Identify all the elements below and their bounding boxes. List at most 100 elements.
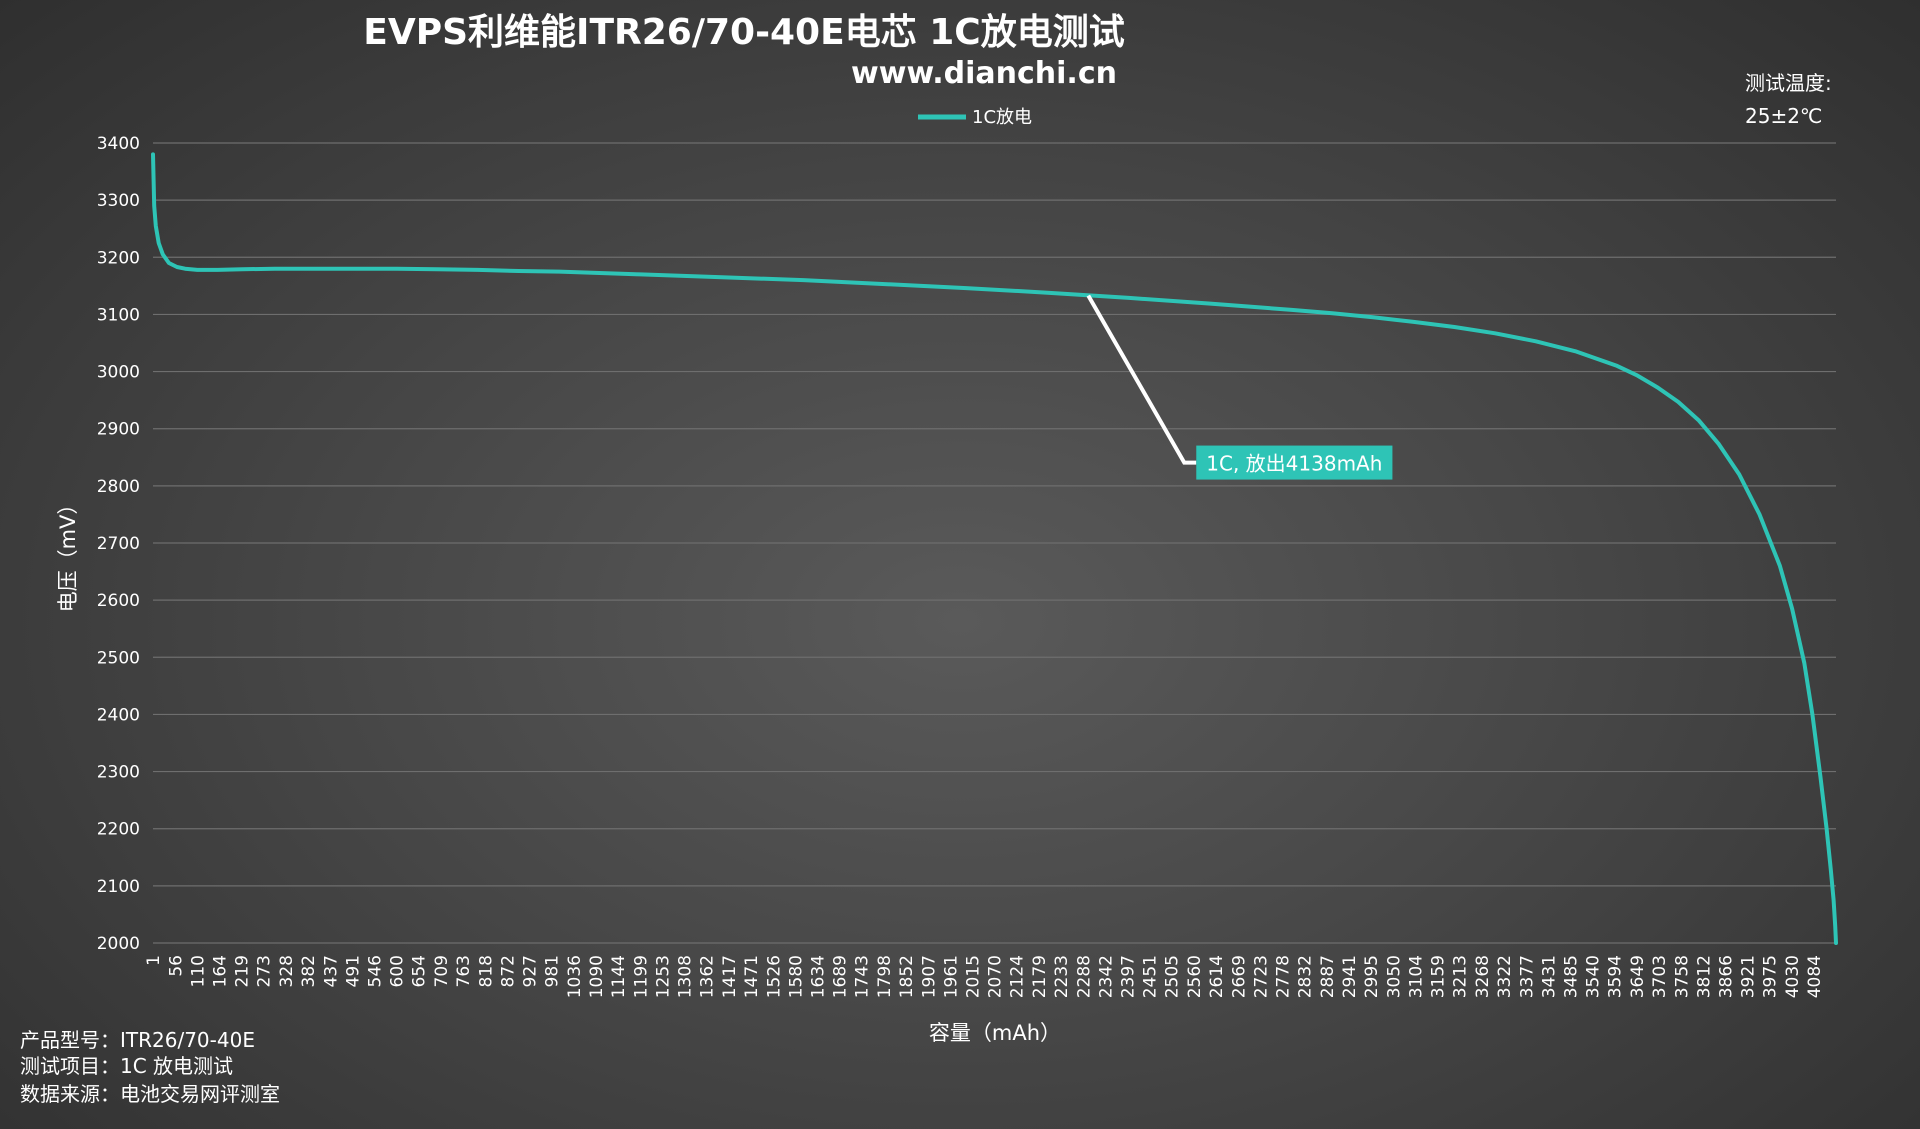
x-tick-label-34: 1852	[897, 955, 917, 998]
y-tick-label-2200: 2200	[97, 820, 140, 840]
y-tick-label-2400: 2400	[97, 705, 140, 725]
x-tick-label-52: 2832	[1296, 955, 1316, 998]
x-tick-label-59: 3213	[1451, 955, 1471, 998]
x-tick-label-11: 600	[388, 955, 408, 987]
x-tick-label-9: 491	[343, 955, 363, 987]
x-tick-label-20: 1090	[587, 955, 607, 998]
x-tick-label-1: 56	[166, 955, 186, 977]
x-tick-label-3: 164	[210, 955, 230, 987]
x-tick-label-69: 3758	[1672, 955, 1692, 998]
x-tick-label-45: 2451	[1141, 955, 1161, 998]
x-tick-label-62: 3377	[1517, 955, 1537, 998]
x-tick-label-56: 3050	[1384, 955, 1404, 998]
x-tick-label-22: 1199	[631, 955, 651, 998]
y-tick-label-2100: 2100	[97, 877, 140, 897]
x-tick-label-32: 1743	[853, 955, 873, 998]
annotation-label: 1C, 放出4138mAh	[1206, 452, 1382, 476]
x-tick-label-4: 219	[233, 955, 253, 987]
x-tick-label-72: 3921	[1739, 955, 1759, 998]
info-model: 产品型号：ITR26/70-40E	[20, 1028, 255, 1052]
x-tick-label-48: 2614	[1207, 955, 1227, 998]
legend: 1C放电	[918, 107, 1032, 128]
x-axis: 1 56 110 164 219 273 328 382 437 491 546 600 654 709 7…	[144, 955, 1825, 998]
x-tick-label-18: 981	[543, 955, 563, 987]
x-tick-label-15: 818	[476, 955, 496, 987]
y-tick-label-3200: 3200	[97, 248, 140, 268]
x-tick-label-63: 3431	[1539, 955, 1559, 998]
x-tick-label-7: 382	[299, 955, 319, 987]
x-tick-label-12: 654	[410, 955, 430, 987]
x-tick-label-25: 1362	[698, 955, 718, 998]
x-tick-label-54: 2941	[1340, 955, 1360, 998]
x-tick-label-23: 1253	[653, 955, 673, 998]
x-tick-label-29: 1580	[786, 955, 806, 998]
x-tick-label-27: 1471	[742, 955, 762, 998]
x-tick-label-55: 2995	[1362, 955, 1382, 998]
x-tick-label-44: 2397	[1119, 955, 1139, 998]
x-tick-label-61: 3322	[1495, 955, 1515, 998]
x-tick-label-65: 3540	[1584, 955, 1604, 998]
x-tick-label-28: 1526	[764, 955, 784, 998]
temperature-label: 测试温度:	[1745, 71, 1832, 95]
x-tick-label-17: 927	[521, 955, 541, 987]
y-tick-label-2900: 2900	[97, 420, 140, 440]
y-tick-label-2500: 2500	[97, 648, 140, 668]
x-axis-title: 容量（mAh）	[929, 1021, 1061, 1045]
x-tick-label-49: 2669	[1229, 955, 1249, 998]
annotation: 1C, 放出4138mAh	[1086, 294, 1393, 480]
x-tick-label-47: 2560	[1185, 955, 1205, 998]
x-tick-label-73: 3975	[1761, 955, 1781, 998]
x-tick-label-75: 4084	[1805, 955, 1825, 998]
x-tick-label-40: 2179	[1030, 955, 1050, 998]
temperature-value: 25±2℃	[1745, 104, 1822, 128]
x-tick-label-64: 3485	[1561, 955, 1581, 998]
x-tick-label-19: 1036	[565, 955, 585, 998]
y-axis-title: 电压（mV）	[56, 494, 80, 613]
x-tick-label-53: 2887	[1318, 955, 1338, 998]
x-tick-label-39: 2124	[1008, 955, 1028, 998]
x-tick-label-58: 3159	[1429, 955, 1449, 998]
legend-label: 1C放电	[972, 107, 1032, 128]
x-tick-label-2: 110	[188, 955, 208, 987]
x-tick-label-57: 3104	[1406, 955, 1426, 998]
x-tick-label-50: 2723	[1251, 955, 1271, 998]
y-tick-label-3400: 3400	[97, 134, 140, 154]
x-tick-label-70: 3812	[1694, 955, 1714, 998]
x-tick-label-46: 2505	[1163, 955, 1183, 998]
series-line-1c	[151, 152, 1838, 945]
x-tick-label-21: 1144	[609, 955, 629, 998]
x-tick-label-43: 2342	[1096, 955, 1116, 998]
x-tick-label-41: 2233	[1052, 955, 1072, 998]
y-tick-label-2800: 2800	[97, 477, 140, 497]
x-tick-label-38: 2070	[986, 955, 1006, 998]
x-tick-label-30: 1634	[808, 955, 828, 998]
x-tick-label-74: 4030	[1783, 955, 1803, 998]
x-tick-label-60: 3268	[1473, 955, 1493, 998]
x-tick-label-36: 1961	[941, 955, 961, 998]
grid	[153, 142, 1836, 944]
chart-subtitle: www.dianchi.cn	[851, 56, 1117, 91]
x-tick-label-37: 2015	[963, 955, 983, 998]
y-tick-label-2000: 2000	[97, 934, 140, 954]
y-tick-label-3100: 3100	[97, 305, 140, 325]
x-tick-label-42: 2288	[1074, 955, 1094, 998]
x-tick-label-67: 3649	[1628, 955, 1648, 998]
y-tick-label-3300: 3300	[97, 191, 140, 211]
chart-title: EVPS利维能ITR26/70-40E电芯 1C放电测试	[363, 12, 1124, 53]
y-tick-label-2300: 2300	[97, 763, 140, 783]
x-tick-label-71: 3866	[1716, 955, 1736, 998]
x-tick-label-33: 1798	[875, 955, 895, 998]
info-source: 数据来源：电池交易网评测室	[20, 1082, 280, 1106]
x-tick-label-16: 872	[498, 955, 518, 987]
x-tick-label-8: 437	[321, 955, 341, 987]
annotation-box	[1196, 445, 1393, 480]
info-test-item: 测试项目：1C 放电测试	[20, 1054, 233, 1078]
annotation-leader-line	[1086, 294, 1197, 465]
x-tick-label-68: 3703	[1650, 955, 1670, 998]
x-tick-label-51: 2778	[1274, 955, 1294, 998]
x-tick-label-35: 1907	[919, 955, 939, 998]
x-tick-label-24: 1308	[676, 955, 696, 998]
x-tick-label-0: 1	[144, 955, 164, 966]
x-tick-label-5: 273	[255, 955, 275, 987]
